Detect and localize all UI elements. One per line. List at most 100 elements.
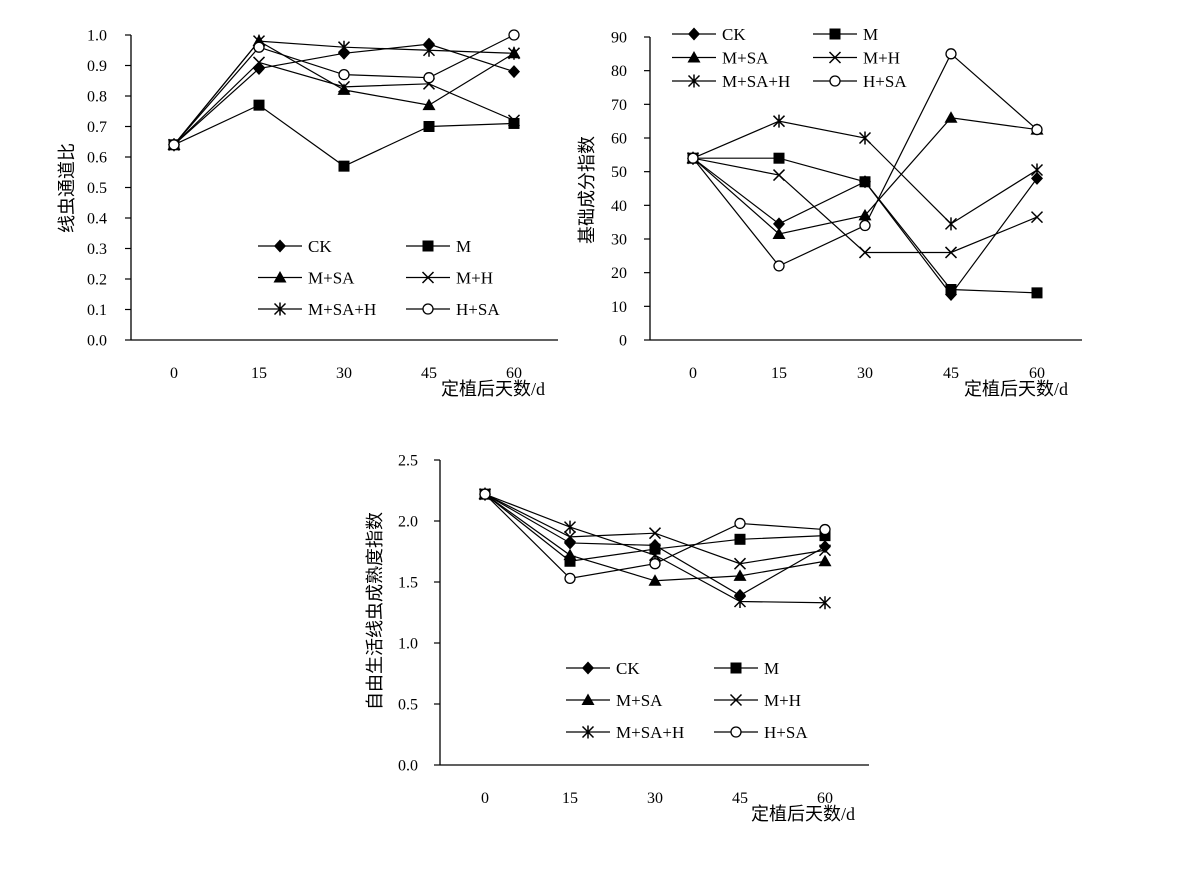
legend-item: M+SA — [566, 691, 663, 710]
y-axis-title: 基础成分指数 — [577, 136, 597, 244]
data-point-CK-shape — [773, 217, 785, 231]
legend-item: M+SA+H — [258, 300, 376, 319]
data-point-H+SA-shape — [819, 523, 831, 536]
data-point-H+SA — [859, 219, 871, 232]
legend-label: M+SA — [308, 269, 355, 288]
data-point-M+SA — [772, 227, 786, 239]
data-point-M+H-shape — [944, 246, 958, 259]
data-point-M+SA+H — [422, 43, 436, 57]
legend-label: M — [764, 659, 779, 678]
legend: CK M M+SA M+H M+SA+H H+SA — [258, 237, 500, 319]
data-point-M+SA-shape — [733, 569, 747, 581]
data-point-H+SA — [773, 260, 785, 272]
y-tick-label: 50 — [611, 164, 627, 181]
data-point-M+H — [648, 527, 662, 540]
legend-marker-shape — [422, 240, 434, 252]
legend-label: M+H — [456, 269, 493, 288]
data-point-M-shape — [819, 530, 831, 542]
data-point-CK-shape — [819, 540, 831, 554]
data-point-H+SA — [649, 558, 661, 570]
data-point-M+SA+H — [337, 40, 351, 54]
data-point-M-shape — [253, 99, 265, 111]
x-tick-label: 60 — [817, 790, 833, 807]
data-point-M+H — [1030, 211, 1044, 224]
data-point-M-shape — [945, 284, 957, 295]
data-point-M — [859, 176, 871, 188]
data-point-H+SA-shape — [253, 41, 265, 53]
legend-marker — [687, 51, 701, 63]
data-point-H+SA-shape — [649, 558, 661, 570]
legend-label: M+SA+H — [308, 300, 376, 319]
data-point-M+SA-shape — [337, 83, 351, 95]
legend-label: H+SA — [764, 723, 808, 742]
y-tick-label: 0.2 — [87, 272, 107, 289]
chart-free-living-maturity-index: 0.0 0.5 1.0 1.5 2.0 2.5 0 15 30 45 60 自由生活线虫成熟度指数定植… — [365, 453, 869, 824]
legend-item: M+H — [813, 49, 900, 68]
legend-marker-shape — [829, 75, 841, 87]
data-point-H+SA — [1031, 123, 1043, 136]
data-point-M+SA+H-shape — [818, 596, 832, 610]
legend-marker — [730, 726, 742, 738]
data-point-M+SA+H — [944, 217, 958, 231]
y-axis-title: 自由生活线虫成熟度指数 — [365, 512, 385, 710]
data-point-M — [338, 160, 350, 172]
legend-marker — [687, 74, 701, 88]
data-point-H+SA-shape — [508, 29, 520, 41]
data-point-CK — [1031, 171, 1043, 185]
data-point-M — [423, 121, 435, 132]
x-tick-label: 30 — [336, 365, 352, 382]
legend-marker-shape — [422, 303, 434, 315]
x-axis-title: 定植后天数/d — [441, 379, 545, 399]
y-tick-label: 40 — [611, 198, 627, 215]
y-tick-label: 2.0 — [398, 514, 418, 531]
x-tick-label: 0 — [689, 365, 697, 382]
legend-item: M+H — [406, 269, 493, 288]
legend-item: M+SA — [258, 269, 355, 288]
data-point-M+SA+H-shape — [507, 46, 521, 60]
data-point-M — [734, 533, 746, 545]
x-tick-label: 15 — [251, 365, 267, 382]
x-axis-title: 定植后天数/d — [964, 379, 1068, 399]
data-point-H+SA-shape — [479, 488, 491, 500]
y-tick-label: 2.5 — [398, 453, 418, 470]
legend-label: M+H — [764, 691, 801, 710]
data-point-M+SA+H-shape — [944, 217, 958, 231]
data-point-M+SA+H-shape — [772, 114, 786, 128]
data-point-M+H-shape — [507, 114, 521, 127]
x-tick-label: 15 — [771, 365, 787, 382]
data-point-M — [1031, 287, 1043, 299]
legend-marker — [729, 693, 743, 707]
legend-marker-shape — [688, 27, 700, 41]
data-point-M+SA — [944, 111, 958, 123]
y-tick-label: 10 — [611, 299, 627, 316]
legend-marker-shape — [687, 51, 701, 63]
legend-marker-shape — [730, 726, 742, 738]
legend-label: M+SA — [616, 691, 663, 710]
legend-marker — [582, 661, 594, 675]
data-point-M+SA+H-shape — [733, 595, 747, 609]
data-point-M+H — [252, 56, 266, 69]
legend-label: CK — [722, 25, 746, 44]
data-point-M+SA — [818, 554, 832, 567]
legend-marker — [421, 271, 435, 284]
data-point-CK — [819, 540, 831, 554]
data-point-H+SA-shape — [687, 152, 699, 164]
data-point-M — [819, 530, 831, 542]
data-point-M+H-shape — [858, 246, 872, 259]
legend-marker-shape — [421, 271, 435, 284]
x-tick-label: 45 — [732, 790, 748, 807]
legend-marker-shape — [582, 661, 594, 675]
data-point-M+SA — [733, 569, 747, 581]
legend-marker — [688, 27, 700, 41]
data-point-M+SA+H — [1030, 163, 1044, 177]
legend-marker — [581, 725, 595, 739]
y-tick-label: 0 — [619, 333, 627, 350]
data-point-CK-shape — [564, 536, 576, 550]
data-point-M+SA-shape — [818, 554, 832, 567]
legend-label: CK — [308, 237, 332, 256]
x-axis-title: 定植后天数/d — [751, 804, 855, 824]
legend-label: M — [456, 237, 471, 256]
data-point-H+SA — [253, 41, 265, 53]
x-tick-label: 45 — [943, 365, 959, 382]
data-point-H+SA-shape — [734, 517, 746, 530]
